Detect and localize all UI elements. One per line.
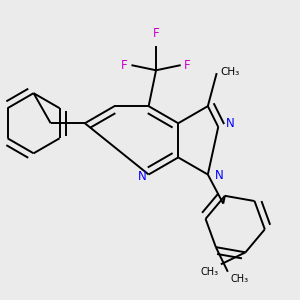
Text: CH₃: CH₃ <box>200 267 218 277</box>
Text: N: N <box>215 169 224 182</box>
Text: F: F <box>184 58 191 72</box>
Text: N: N <box>137 169 146 182</box>
Text: CH₃: CH₃ <box>230 274 248 284</box>
Text: CH₃: CH₃ <box>220 67 239 77</box>
Text: F: F <box>121 58 128 72</box>
Text: N: N <box>226 118 234 130</box>
Text: F: F <box>153 27 159 40</box>
